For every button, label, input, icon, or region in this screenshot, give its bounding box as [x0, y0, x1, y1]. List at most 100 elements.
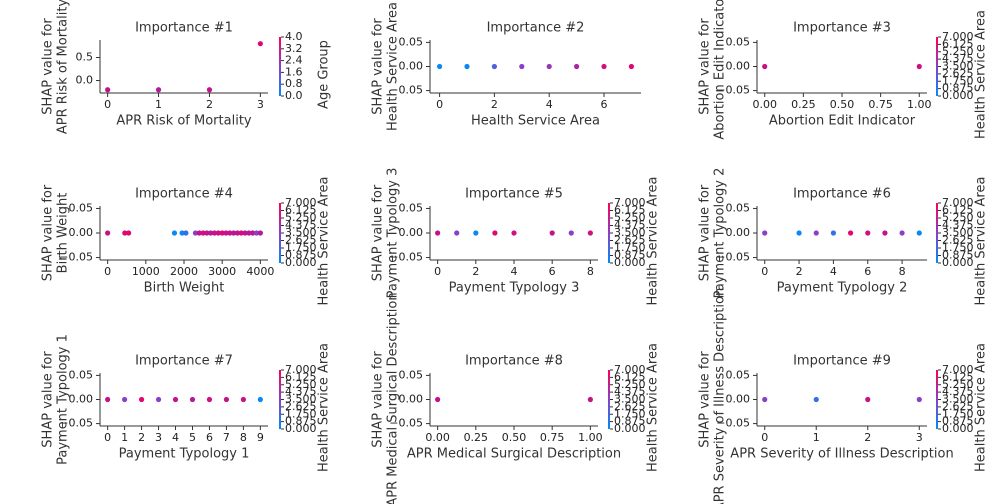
colorbar-tick-label: 3.500 [614, 226, 646, 239]
colorbar-tick-label: 2.625 [285, 234, 317, 247]
point [215, 230, 221, 236]
x-tick-label: 0.50 [830, 98, 855, 111]
y-axis-label: Abortion Edit Indicator [713, 0, 728, 140]
point [171, 230, 178, 236]
colorbar-tick-label: 4.375 [942, 385, 974, 398]
x-axis-label: Payment Typology 2 [777, 281, 908, 296]
colorbar-tick-label: 4.0 [285, 30, 303, 43]
point [762, 230, 768, 236]
point [206, 396, 213, 403]
x-tick-label: 2 [864, 431, 871, 444]
point [206, 87, 213, 93]
point [227, 230, 233, 236]
point [628, 63, 635, 70]
colorbar-tick-label: 3.2 [285, 42, 303, 55]
x-tick-label: 2 [138, 431, 145, 444]
subplot-title: Importance #3 [793, 21, 891, 36]
point [436, 63, 443, 70]
point [796, 230, 802, 236]
y-axis-label: SHAP value for [371, 18, 386, 115]
point [435, 230, 441, 236]
y-tick-label: −0.05 [59, 417, 93, 430]
point [192, 230, 199, 236]
point [189, 396, 196, 403]
x-tick-label: 0 [104, 265, 111, 278]
point [865, 230, 871, 236]
x-axis-label: Birth Weight [144, 281, 225, 296]
y-tick-label: −0.05 [389, 84, 423, 97]
colorbar-tick-label: 0.0 [285, 89, 303, 102]
point [238, 230, 244, 236]
x-tick-label: 9 [257, 431, 264, 444]
point [830, 230, 837, 236]
colorbar-tick-label: 0.000 [942, 89, 974, 102]
colorbar-label: Health Service Area [317, 177, 332, 306]
x-tick-label: 4 [511, 265, 518, 278]
point [122, 230, 128, 236]
x-tick-label: 8 [240, 431, 247, 444]
colorbar-tick-label: 5.250 [942, 211, 974, 224]
point [882, 230, 888, 236]
x-tick-label: 0 [761, 265, 768, 278]
colorbar-tick-label: 4.375 [285, 385, 317, 398]
colorbar-tick-label: 7.000 [285, 196, 317, 209]
x-tick-label: 6 [206, 431, 213, 444]
colorbar [936, 370, 938, 429]
colorbar-tick-label: 1.750 [285, 407, 317, 420]
point [492, 230, 498, 236]
y-axis-label: SHAP value for [371, 184, 386, 281]
y-tick-label: 0.05 [399, 368, 424, 381]
colorbar-tick-label: 7.000 [614, 196, 646, 209]
x-tick-label: 1.00 [578, 431, 603, 444]
colorbar-tick-label: 6.125 [942, 204, 974, 217]
colorbar-label: Health Service Area [974, 177, 989, 306]
point [250, 230, 256, 236]
x-tick-label: 4000 [246, 265, 274, 278]
colorbar-label: Health Service Area [317, 343, 332, 472]
point [208, 230, 214, 236]
colorbar [279, 370, 281, 429]
point [464, 63, 470, 70]
y-tick-label: 0.00 [399, 60, 424, 73]
colorbar-tick-label: 0.875 [942, 82, 974, 95]
y-axis-label: APR Severity of Illness Description [713, 288, 728, 504]
x-tick-label: 0.00 [425, 431, 450, 444]
y-axis-label: Birth Weight [56, 193, 71, 274]
subplot: Importance #4 0 1000 2000 3000 4000 0.05 0.00 −0… [41, 177, 332, 306]
x-tick-label: 3 [257, 98, 264, 111]
point [519, 63, 525, 70]
y-tick-label: 0.05 [69, 368, 94, 381]
y-tick-label: 0.00 [726, 226, 751, 239]
point [200, 230, 206, 236]
y-tick-label: 0.05 [399, 35, 424, 48]
y-axis-label: SHAP value for [698, 184, 713, 281]
point [246, 230, 252, 236]
point [183, 230, 189, 236]
colorbar [608, 370, 610, 429]
point [491, 63, 497, 70]
point [916, 230, 922, 236]
y-axis-label: Payment Typology 3 [386, 168, 401, 299]
colorbar-tick-label: 0.000 [285, 256, 317, 269]
colorbar-tick-label: 3.500 [285, 226, 317, 239]
colorbar-tick-label: 7.000 [614, 363, 646, 376]
colorbar-tick-label: 0.875 [942, 249, 974, 262]
x-tick-label: 6 [864, 265, 871, 278]
point [172, 396, 179, 403]
point [105, 396, 111, 403]
point [196, 230, 202, 236]
point [257, 41, 263, 47]
point [223, 230, 229, 236]
colorbar-tick-label: 6.125 [614, 204, 646, 217]
subplot-title: Importance #1 [135, 21, 233, 36]
y-tick-label: 0.00 [69, 393, 94, 406]
y-axis-label: SHAP value for [41, 18, 56, 115]
point [601, 63, 607, 70]
y-tick-label: −0.05 [716, 417, 750, 430]
y-tick-label: 0.5 [76, 51, 94, 64]
colorbar-label: Age Group [317, 40, 332, 109]
subplot-title: Importance #4 [135, 187, 233, 202]
subplot: Importance #8 0.00 0.25 0.50 0.75 1.00 0.05 0.0… [371, 292, 661, 504]
colorbar-label: Health Service Area [974, 343, 989, 472]
y-axis-label: Health Service Area [386, 2, 401, 131]
